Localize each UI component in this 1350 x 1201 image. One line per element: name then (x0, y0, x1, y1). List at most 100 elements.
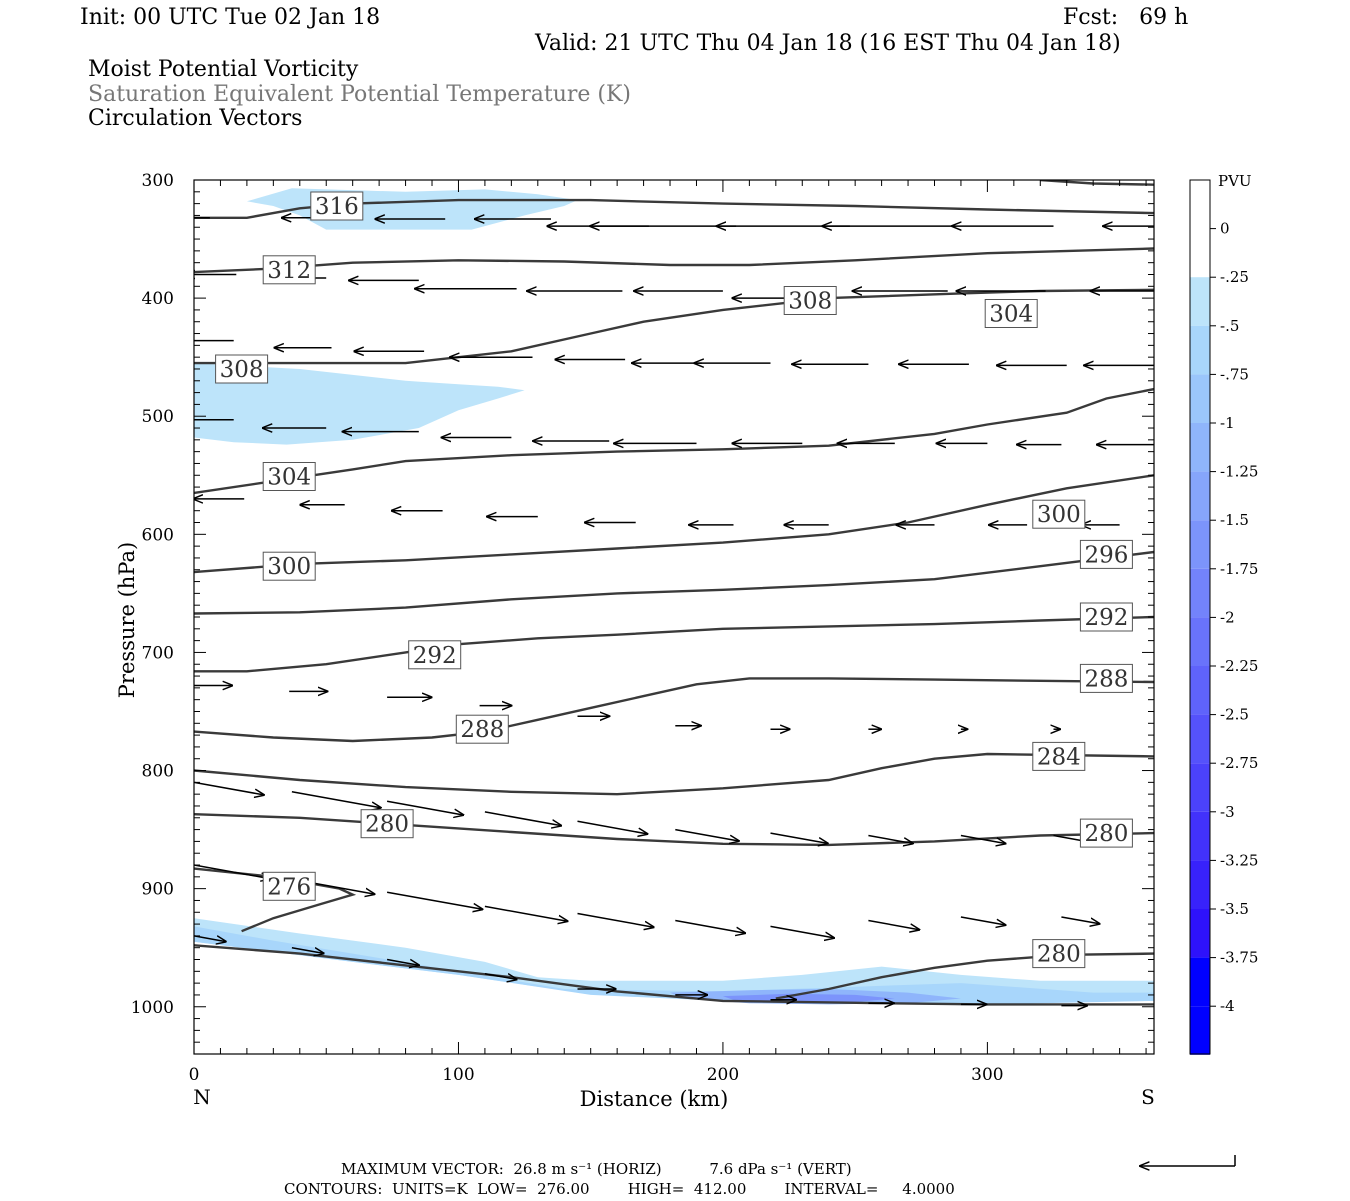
title-mpv: Moist Potential Vorticity (88, 57, 359, 82)
x-end-label-north: N (193, 1085, 211, 1109)
colorbar-label: -.75 (1220, 365, 1249, 383)
colorbar-label: -2.75 (1220, 754, 1258, 772)
y-tick-label: 900 (142, 880, 174, 900)
contour-label-box (262, 551, 316, 581)
theta-contour-12 (194, 677, 1154, 743)
contour-label: 284 (1037, 744, 1081, 770)
colorbar-label: -4 (1220, 997, 1235, 1015)
theta-contour-2 (194, 247, 1154, 274)
wind-vector (194, 781, 264, 795)
wind-vector (770, 832, 828, 843)
x-tick-label: 0 (189, 1065, 200, 1085)
contour-label: 276 (267, 874, 311, 900)
theta-contour-9 (194, 550, 1154, 615)
title-thetae: Saturation Equivalent Potential Temperat… (88, 82, 631, 107)
title-vectors: Circulation Vectors (88, 106, 303, 131)
y-tick-label: 500 (142, 407, 174, 427)
contour-label-box (360, 809, 414, 839)
contour-label-box (215, 354, 269, 384)
contours-info-text: CONTOURS: UNITS=K LOW= 276.00 HIGH= 412.… (284, 1180, 955, 1198)
y-tick-label: 400 (142, 289, 174, 309)
contour-label-box (310, 191, 364, 221)
contour-label-box (1079, 602, 1133, 632)
contour-label: 296 (1084, 542, 1128, 568)
wind-vector (194, 935, 226, 942)
y-tick-label: 800 (142, 762, 174, 782)
contour-label: 308 (220, 357, 264, 383)
colorbar-swatch (1190, 957, 1210, 1007)
colorbar-label: -1.25 (1220, 463, 1258, 481)
wind-vector (577, 912, 654, 928)
contour-label: 280 (1084, 821, 1128, 847)
contour-label: 312 (267, 258, 311, 284)
colorbar-swatch (1190, 325, 1210, 375)
colorbar-label: -1.75 (1220, 560, 1258, 578)
wind-vector (770, 925, 835, 938)
theta-contour-14 (194, 752, 1154, 796)
contour-label-box (1032, 741, 1086, 771)
contour-label-box (262, 871, 316, 901)
colorbar-label: -2.5 (1220, 706, 1249, 724)
x-axis-label: Distance (km) (580, 1087, 729, 1111)
contour-label-box (408, 640, 462, 670)
colorbar-swatch (1190, 277, 1210, 326)
theta-contour-10 (194, 615, 1154, 673)
wind-vector (868, 919, 919, 930)
colorbar-label: -.5 (1220, 317, 1239, 335)
max-vector-text: MAXIMUM VECTOR: 26.8 m s⁻¹ (HORIZ) 7.6 d… (341, 1160, 852, 1178)
wind-vector (1061, 916, 1099, 924)
colorbar-swatch (1190, 666, 1210, 715)
forecast-hour-text: Fcst: 69 h (1063, 5, 1189, 30)
wind-vector (386, 891, 482, 909)
wind-vector (675, 828, 739, 841)
theta-contour-15 (194, 813, 1154, 847)
wind-vector (577, 820, 648, 834)
theta-contour-3 (194, 288, 1154, 365)
wind-vector (675, 919, 745, 934)
contour-label: 300 (1037, 502, 1081, 528)
contour-label-box (984, 299, 1038, 328)
colorbar-swatch (1190, 860, 1210, 909)
colorbar-label: -2 (1220, 608, 1235, 626)
wind-vector (291, 791, 381, 808)
colorbar-label: -3 (1220, 803, 1235, 821)
wind-vector (868, 834, 912, 844)
contour-label: 292 (413, 643, 457, 669)
contour-label-box (1079, 539, 1133, 569)
theta-contour-19 (194, 944, 1154, 1006)
colorbar-label: -3.5 (1220, 900, 1249, 918)
wind-vector (194, 864, 270, 879)
colorbar-swatch (1190, 228, 1210, 278)
theta-contour-7 (194, 474, 1154, 574)
x-tick-label: 200 (707, 1065, 739, 1085)
contour-label-box (262, 255, 316, 285)
wind-vector (960, 916, 1006, 925)
y-axis-label: Pressure (hPa) (115, 542, 139, 698)
theta-contour-0 (194, 198, 1154, 219)
wind-vector (386, 800, 463, 815)
pv-region-2 (194, 918, 1154, 1005)
wind-vector (291, 946, 324, 954)
colorbar-label: -1.5 (1220, 511, 1249, 529)
contour-label-box (262, 462, 316, 491)
contour-label-box (1032, 939, 1086, 969)
contour-label-box (1079, 663, 1133, 693)
colorbar-swatch (1190, 423, 1210, 472)
colorbar-swatch (1190, 1006, 1210, 1055)
y-tick-label: 300 (142, 171, 174, 191)
contour-label-box (783, 286, 837, 315)
init-text: Init: 00 UTC Tue 02 Jan 18 (80, 5, 381, 30)
colorbar-label: -1 (1220, 414, 1235, 432)
contour-label-box (1032, 499, 1086, 529)
wind-vector (484, 905, 568, 921)
colorbar-swatch (1190, 180, 1210, 229)
colorbar-swatch (1190, 568, 1210, 618)
theta-contour-1 (1040, 180, 1154, 186)
x-tick-label: 100 (442, 1065, 474, 1085)
colorbar-label: -3.75 (1220, 949, 1258, 967)
colorbar-swatch (1190, 617, 1210, 666)
wind-vector (960, 834, 1006, 844)
contour-label: 300 (267, 554, 311, 580)
contour-label-box (455, 714, 509, 744)
